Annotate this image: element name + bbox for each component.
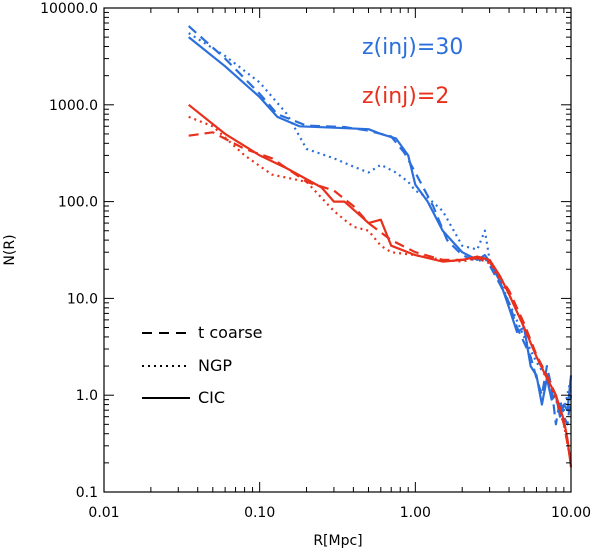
y-tick-label: 0.1 — [76, 485, 98, 501]
series-line-z2-dotted — [188, 115, 573, 464]
plot-lines — [187, 25, 573, 468]
y-tick-label: 10.0 — [67, 291, 98, 307]
x-axis-label: R[Mpc] — [313, 533, 362, 549]
tick-labels: 0.01 0.10 1.00 10.00 0.1 1.0 10.0 100.0 1000.0 10… — [40, 1, 591, 521]
axis-ticks — [103, 7, 572, 493]
annotation-z2: z(inj)=2 — [362, 84, 449, 109]
legend-label-ngp: NGP — [198, 356, 232, 375]
annotation-z30: z(inj)=30 — [362, 35, 463, 60]
y-axis-label: N(R) — [2, 234, 18, 265]
series-line-z30-dotted — [188, 32, 573, 412]
x-tick-label: 0.01 — [88, 505, 119, 521]
legend-label-cic: CIC — [198, 388, 225, 407]
x-tick-label: 0.10 — [244, 505, 275, 521]
legend-label-t-coarse: t coarse — [198, 323, 263, 342]
y-tick-label: 10000.0 — [40, 1, 98, 17]
plot-frame — [103, 7, 572, 493]
series-line-z30-dashed — [187, 25, 573, 426]
y-tick-label: 1.0 — [76, 388, 98, 404]
y-tick-label: 100.0 — [58, 195, 98, 211]
series-line-z2-dashed — [188, 131, 573, 464]
series-line-z2-solid — [188, 103, 573, 468]
x-tick-label: 1.00 — [400, 505, 431, 521]
y-tick-label: 1000.0 — [49, 98, 98, 114]
legend: t coarse NGP CIC — [142, 323, 263, 407]
x-tick-label: 10.00 — [551, 505, 591, 521]
